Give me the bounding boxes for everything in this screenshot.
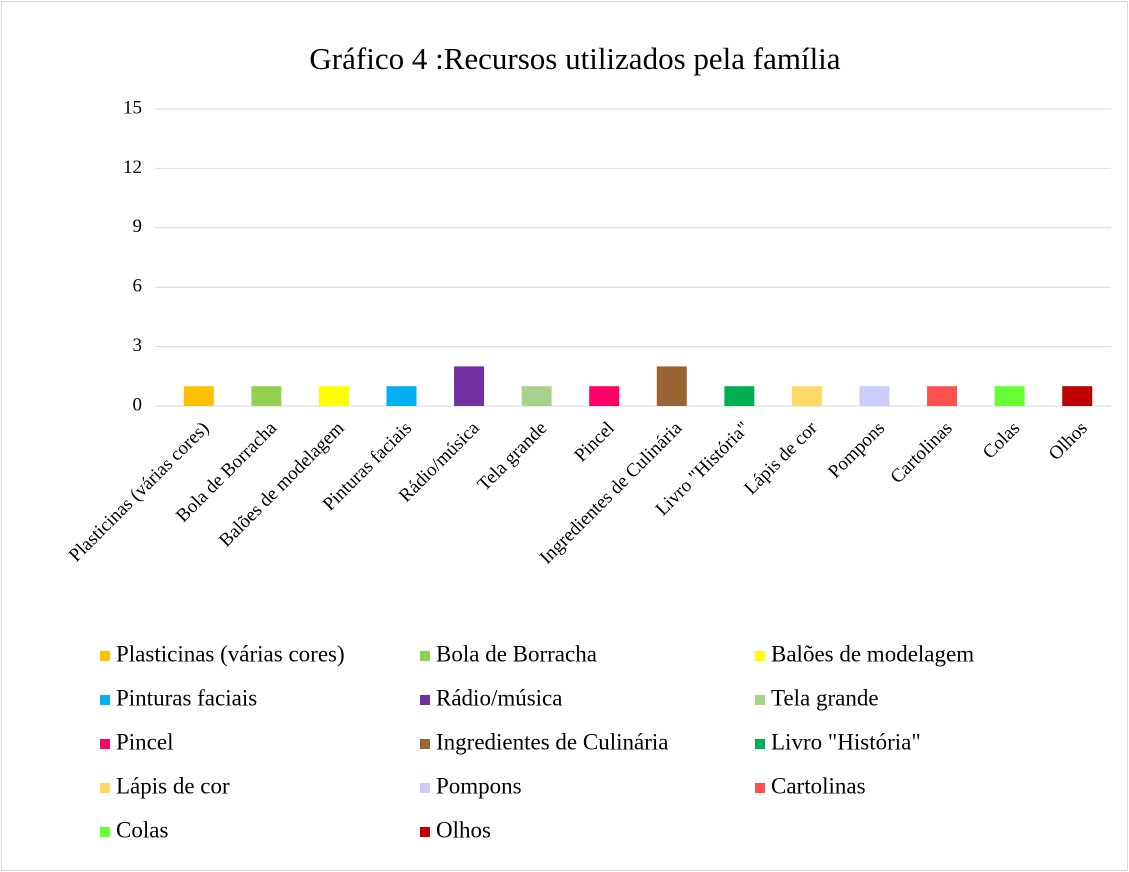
legend-label: Tela grande — [771, 685, 879, 710]
legend-swatch — [420, 827, 430, 837]
y-tick-label: 6 — [133, 276, 143, 297]
legend-label: Balões de modelagem — [771, 641, 974, 666]
bar — [994, 386, 1025, 406]
legend-label: Bola de Borracha — [436, 641, 597, 666]
bar — [791, 386, 822, 406]
bar — [386, 386, 417, 406]
bar — [183, 386, 214, 406]
legend-swatch — [755, 739, 765, 749]
bar — [318, 386, 349, 406]
bar — [1062, 386, 1093, 406]
bar — [656, 366, 687, 406]
y-tick-label: 0 — [133, 394, 143, 415]
legend-swatch — [420, 695, 430, 705]
bar — [859, 386, 890, 406]
legend-label: Cartolinas — [771, 773, 866, 798]
legend-label: Plasticinas (várias cores) — [116, 641, 345, 666]
bar — [589, 386, 620, 406]
y-tick-label: 3 — [133, 335, 143, 356]
legend-swatch — [100, 739, 110, 749]
bar — [454, 366, 485, 406]
legend-label: Pompons — [436, 773, 522, 798]
legend-swatch — [755, 783, 765, 793]
bar — [251, 386, 282, 406]
y-tick-label: 9 — [133, 216, 143, 237]
bar — [521, 386, 552, 406]
legend-swatch — [420, 651, 430, 661]
legend-label: Colas — [116, 817, 168, 842]
legend-swatch — [420, 783, 430, 793]
legend-swatch — [100, 827, 110, 837]
legend-label: Ingredientes de Culinária — [436, 729, 668, 754]
legend-label: Livro "História" — [771, 729, 921, 754]
bar — [927, 386, 958, 406]
chart-title: Gráfico 4 :Recursos utilizados pela famí… — [309, 41, 840, 76]
legend-swatch — [100, 695, 110, 705]
legend-swatch — [100, 783, 110, 793]
legend-label: Pincel — [116, 729, 174, 754]
y-tick-label: 12 — [123, 157, 142, 178]
legend-label: Lápis de cor — [116, 773, 230, 798]
y-tick-label: 15 — [123, 97, 142, 118]
legend-swatch — [420, 739, 430, 749]
legend-swatch — [755, 651, 765, 661]
bar — [724, 386, 755, 406]
legend-label: Pinturas faciais — [116, 685, 257, 710]
legend-swatch — [755, 695, 765, 705]
legend-label: Olhos — [436, 817, 491, 842]
legend-swatch — [100, 651, 110, 661]
legend-label: Rádio/música — [436, 685, 562, 710]
